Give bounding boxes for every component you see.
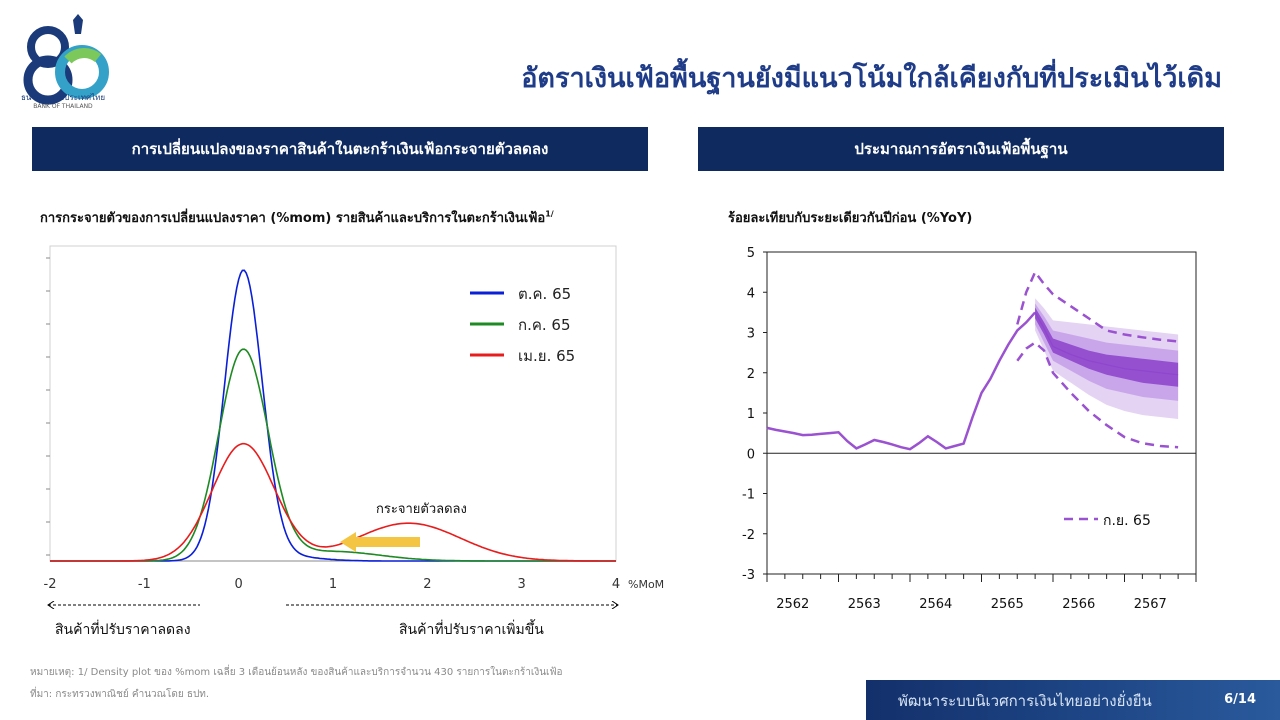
x-tick-label: 2565 — [991, 597, 1024, 612]
footnote-note: หมายเหตุ: 1/ Density plot ของ %mom เฉลี่… — [30, 667, 563, 678]
actual-inflation-line — [766, 311, 1037, 451]
x-tick-label: 2 — [423, 577, 431, 592]
x-tick-label: 3 — [518, 577, 526, 592]
density-chart-title: การกระจายตัวของการเปลี่ยนแปลงราคา (%mom)… — [40, 207, 554, 228]
footnote: หมายเหตุ: 1/ Density plot ของ %mom เฉลี่… — [30, 662, 563, 706]
x-tick-label: 2567 — [1134, 597, 1167, 612]
legend-label: ต.ค. 65 — [518, 285, 571, 303]
density-line-apr — [50, 442, 616, 562]
footnote-marker: 1/ — [545, 209, 554, 219]
x-tick-label: 2563 — [848, 597, 881, 612]
y-tick-label: 1 — [747, 407, 755, 422]
x-axis-unit: %MoM — [628, 578, 664, 591]
x-tick-label: 1 — [329, 577, 337, 592]
spread-annotation: กระจายตัวลดลง — [376, 502, 467, 517]
fan-band-inner — [1035, 307, 1179, 387]
density-chart-title-text: การกระจายตัวของการเปลี่ยนแปลงราคา (%mom)… — [40, 211, 546, 226]
logo-name-en: BANK OF THAILAND — [33, 103, 93, 110]
bot-80-logo — [23, 14, 109, 105]
y-tick-label: -1 — [742, 488, 755, 503]
left-panel-header: การเปลี่ยนแปลงของราคาสินค้าในตะกร้าเงินเ… — [32, 127, 648, 171]
forecast-median-line — [1034, 312, 1179, 376]
decrease-range-label: สินค้าที่ปรับราคาลดลง — [55, 620, 191, 638]
increase-range-label: สินค้าที่ปรับราคาเพิ่มขึ้น — [399, 619, 544, 638]
x-tick-label: -2 — [44, 577, 57, 592]
page-title: อัตราเงินเฟ้อพื้นฐานยังมีแนวโน้มใกล้เคีย… — [521, 63, 1222, 94]
logo-name-th: ธนาคารแห่งประเทศไทย — [20, 93, 106, 102]
y-tick-label: 3 — [747, 327, 755, 342]
footer-slogan: พัฒนาระบบนิเวศการเงินไทยอย่างยั่งยืน — [898, 692, 1152, 710]
y-tick-label: 5 — [747, 246, 755, 261]
legend-label: ก.ค. 65 — [518, 316, 571, 334]
page-number: 6/14 — [1224, 692, 1256, 707]
x-tick-label: 4 — [612, 577, 620, 592]
x-tick-label: 0 — [235, 577, 243, 592]
legend-label: เม.ย. 65 — [518, 347, 575, 365]
footer-bar — [866, 680, 1280, 720]
logo-wordmark: ธนาคารแห่งประเทศไทย BANK OF THAILAND — [8, 93, 118, 111]
y-tick-label: 2 — [747, 367, 755, 382]
x-tick-label: 2566 — [1062, 597, 1095, 612]
y-tick-label: 4 — [747, 286, 755, 301]
x-tick-label: 2562 — [776, 597, 809, 612]
prev-forecast-lower — [1016, 341, 1179, 449]
x-tick-label: 2564 — [919, 597, 952, 612]
y-tick-label: 0 — [747, 447, 755, 462]
y-tick-label: -3 — [742, 568, 755, 583]
spread-arrow — [340, 532, 420, 552]
y-tick-label: -2 — [742, 528, 755, 543]
x-tick-label: -1 — [138, 577, 151, 592]
right-panel-header: ประมาณการอัตราเงินเฟ้อพื้นฐาน — [698, 127, 1224, 171]
legend-label: ก.ย. 65 — [1103, 513, 1151, 529]
footnote-source: ที่มา: กระทรวงพาณิชย์ คำนวณโดย ธปท. — [30, 689, 210, 700]
prev-forecast-upper — [1016, 269, 1179, 343]
fan-chart-title: ร้อยละเทียบกับระยะเดียวกันปีก่อน (%YoY) — [728, 211, 973, 226]
